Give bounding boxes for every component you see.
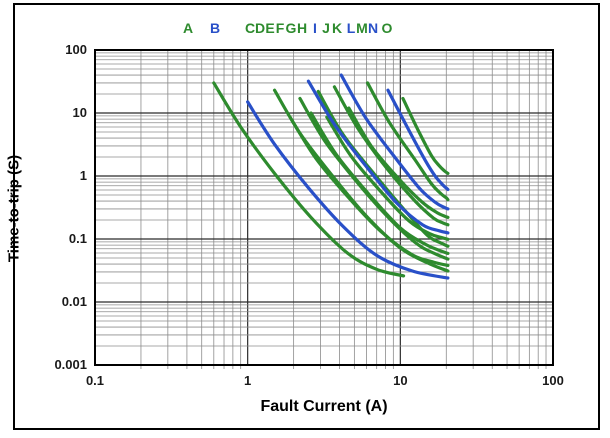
curve-L	[339, 73, 450, 211]
legend-letter-B: B	[209, 20, 221, 36]
x-tick-label: 1	[244, 373, 252, 388]
legend-letter-M: M	[356, 20, 368, 36]
y-tick-label: 1	[79, 168, 87, 183]
legend-letter-K: K	[331, 20, 343, 36]
legend-letter-O: O	[381, 20, 393, 36]
legend-letter-G: G	[285, 20, 297, 36]
x-tick-label: 100	[542, 373, 564, 388]
y-tick-label: 0.1	[68, 231, 87, 246]
grid	[94, 49, 554, 369]
y-axis-title: Time-to-trip (S)	[5, 154, 23, 263]
curve-I	[306, 79, 450, 235]
y-tick-label: 10	[72, 105, 87, 120]
legend-letter-D: D	[254, 20, 266, 36]
y-tick-label: 100	[65, 42, 87, 57]
legend-letter-C: C	[244, 20, 256, 36]
y-tick-label: 0.01	[61, 294, 87, 309]
curve-B	[246, 100, 450, 280]
curve-F	[309, 111, 450, 255]
curve-K	[347, 106, 450, 219]
legend-letter-L: L	[346, 20, 356, 36]
legend-letter-A: A	[182, 20, 194, 36]
legend-letter-I: I	[313, 20, 317, 36]
curve-N	[386, 88, 450, 192]
curves	[212, 73, 450, 280]
legend-letter-H: H	[296, 20, 308, 36]
curve-M	[365, 81, 450, 202]
plot-border	[94, 49, 554, 366]
legend-letter-N: N	[367, 20, 379, 36]
curve-O	[401, 96, 450, 175]
image-border	[13, 3, 600, 430]
x-axis-title: Fault Current (A)	[260, 398, 388, 415]
x-tick-label: 0.1	[85, 373, 105, 388]
legend-letter-E: E	[265, 20, 275, 36]
legend-letter-F: F	[275, 20, 285, 36]
curve-D	[288, 115, 450, 268]
curve-A	[212, 81, 406, 278]
curve-J	[332, 85, 450, 227]
x-tick-label: 10	[393, 373, 408, 388]
y-tick-label: 0.001	[54, 357, 87, 372]
curve-H	[325, 115, 450, 241]
legend-letter-J: J	[322, 20, 330, 36]
